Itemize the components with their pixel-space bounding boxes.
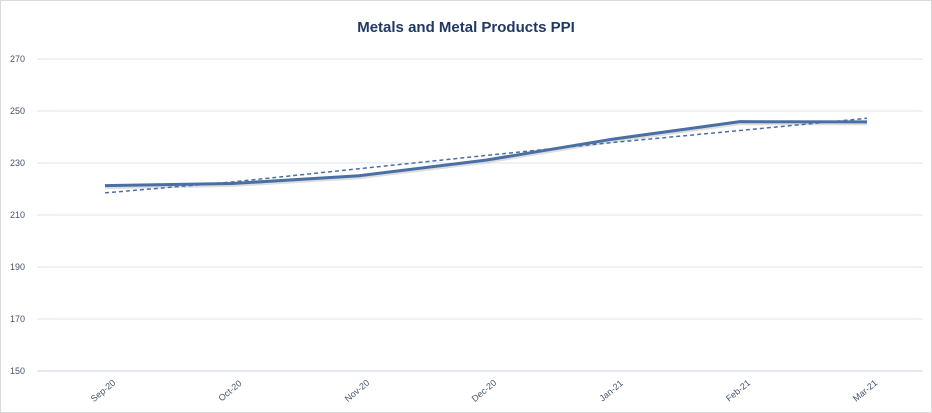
x-tick-label: Oct-20 <box>217 378 244 403</box>
y-tick-label: 210 <box>10 210 25 220</box>
y-tick-label: 150 <box>10 366 25 376</box>
y-tick-label: 250 <box>10 106 25 116</box>
y-tick-label: 190 <box>10 262 25 272</box>
trendline <box>104 117 868 194</box>
x-tick-label: Feb-21 <box>724 378 752 404</box>
y-tick-label: 170 <box>10 314 25 324</box>
x-tick-label: Jan-21 <box>597 378 625 403</box>
chart-title: Metals and Metal Products PPI <box>357 19 575 36</box>
series-line-shadow <box>104 122 868 190</box>
y-tick-label: 230 <box>10 158 25 168</box>
x-tick-label: Sep-20 <box>89 378 118 404</box>
series-line <box>104 120 868 188</box>
x-tick-label: Dec-20 <box>470 378 499 404</box>
y-tick-label: 270 <box>10 54 25 64</box>
x-tick-label: Mar-21 <box>851 378 879 404</box>
x-tick-label: Nov-20 <box>343 378 372 404</box>
